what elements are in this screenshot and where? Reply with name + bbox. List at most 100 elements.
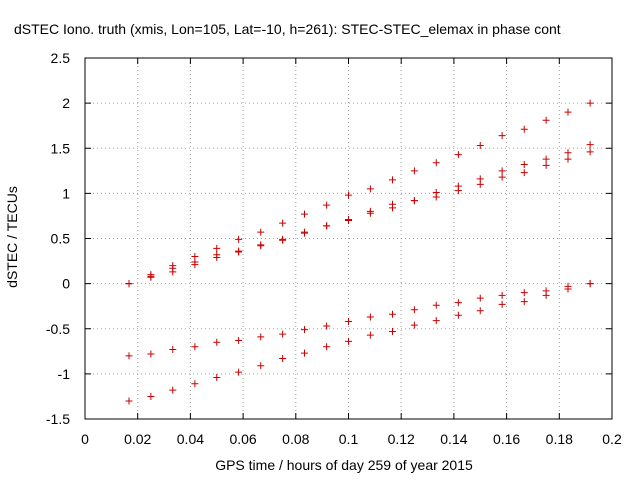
data-point <box>476 307 484 315</box>
data-point <box>235 247 243 255</box>
data-point <box>279 330 287 338</box>
data-point <box>476 142 484 150</box>
data-point <box>498 167 506 175</box>
data-point <box>520 298 528 306</box>
x-tick-label: 0.1 <box>339 431 359 447</box>
data-point <box>454 182 462 190</box>
data-point <box>542 291 550 299</box>
data-point <box>279 235 287 243</box>
data-point <box>300 326 308 334</box>
data-point <box>498 173 506 181</box>
x-tick-label: 0.04 <box>177 431 204 447</box>
data-point <box>520 289 528 297</box>
data-point <box>389 200 397 208</box>
data-point <box>257 362 265 370</box>
data-point <box>147 392 155 400</box>
data-point <box>498 132 506 140</box>
data-point <box>213 338 221 346</box>
data-point <box>454 151 462 159</box>
data-point <box>257 242 265 250</box>
data-point <box>235 368 243 376</box>
data-point <box>542 161 550 169</box>
data-point <box>147 350 155 358</box>
x-tick-label: 0.12 <box>388 431 415 447</box>
data-point <box>213 251 221 259</box>
data-point <box>300 349 308 357</box>
data-point <box>300 210 308 218</box>
x-tick-label: 0.18 <box>546 431 573 447</box>
x-axis-label: GPS time / hours of day 259 of year 2015 <box>215 457 473 473</box>
y-tick-label: 1.5 <box>51 140 71 156</box>
data-point <box>454 299 462 307</box>
data-point <box>586 148 594 156</box>
data-point <box>410 321 418 329</box>
y-tick-label: -0.5 <box>46 321 70 337</box>
data-point <box>389 310 397 318</box>
data-point <box>345 337 352 345</box>
data-point <box>366 331 374 339</box>
data-point <box>454 311 462 319</box>
data-point <box>476 294 484 302</box>
y-axis-label: dSTEC / TECUs <box>4 186 20 288</box>
data-point <box>235 336 243 344</box>
data-point <box>564 155 572 163</box>
data-points <box>125 99 594 405</box>
data-point <box>345 216 352 224</box>
data-point <box>586 141 594 149</box>
data-point <box>300 229 308 237</box>
x-tick-label: 0.06 <box>229 431 256 447</box>
data-point <box>147 272 155 280</box>
data-point <box>586 99 594 107</box>
data-point <box>169 386 177 394</box>
x-tick-labels: 0 0.02 0.04 0.06 0.08 0.1 0.12 0.14 0.16 0.18 0.2 <box>81 431 622 447</box>
data-point <box>323 222 331 230</box>
data-point <box>586 280 594 288</box>
x-tick-label: 0.02 <box>124 431 151 447</box>
data-point <box>257 228 265 236</box>
data-point <box>410 197 418 205</box>
axis-ticks <box>84 57 613 420</box>
grid <box>85 58 612 419</box>
data-point <box>520 169 528 177</box>
data-point <box>345 191 352 199</box>
data-point <box>235 235 243 243</box>
y-tick-label: 1 <box>62 185 70 201</box>
chart-title: dSTEC Iono. truth (xmis, Lon=105, Lat=-1… <box>14 21 561 37</box>
data-point <box>191 258 199 266</box>
data-point <box>125 397 133 405</box>
x-tick-label: 0.14 <box>440 431 467 447</box>
x-tick-label: 0.08 <box>282 431 309 447</box>
data-point <box>432 317 440 325</box>
data-point <box>389 176 397 184</box>
data-point <box>323 322 331 330</box>
data-point <box>366 185 374 193</box>
y-tick-label: -1.5 <box>46 411 70 427</box>
data-point <box>169 264 177 272</box>
data-point <box>432 188 440 196</box>
x-tick-label: 0 <box>81 431 89 447</box>
data-point <box>542 155 550 163</box>
data-point <box>257 333 265 341</box>
data-point <box>542 116 550 124</box>
y-tick-label: 2.5 <box>51 50 71 66</box>
y-tick-label: 0.5 <box>51 231 71 247</box>
data-point <box>564 285 572 293</box>
data-point <box>323 201 331 209</box>
data-point <box>125 352 133 360</box>
data-point <box>520 160 528 168</box>
series-3 <box>125 141 594 288</box>
data-point <box>323 343 331 351</box>
data-point <box>410 167 418 175</box>
data-point <box>432 301 440 309</box>
data-point <box>410 306 418 314</box>
y-tick-label: -1 <box>58 366 71 382</box>
data-point <box>191 380 199 388</box>
data-point <box>191 343 199 351</box>
data-point <box>564 149 572 157</box>
data-point <box>279 219 287 227</box>
data-point <box>564 108 572 116</box>
data-point <box>498 291 506 299</box>
data-point <box>432 159 440 167</box>
